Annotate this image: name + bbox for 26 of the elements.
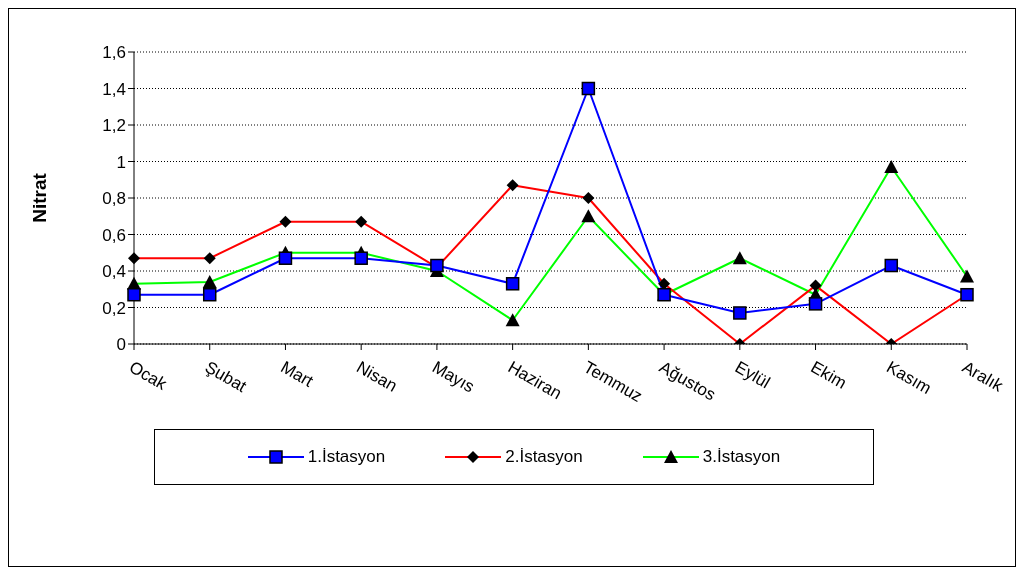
point: [808, 297, 823, 311]
x-tick-label: Mart: [277, 357, 317, 391]
y-tick-label: 0,6: [102, 225, 126, 245]
point: [278, 251, 293, 265]
y-tick-label: 1,2: [102, 116, 126, 136]
x-tick-label: Ocak: [126, 357, 171, 394]
y-tick-label: 1: [116, 152, 126, 172]
x-tick-label: Ekim: [807, 357, 850, 393]
legend-label: 1.İstasyon: [307, 447, 386, 467]
point: [733, 306, 747, 320]
point: [354, 251, 368, 265]
x-tick-label: Eylül: [731, 357, 774, 393]
y-tick-label: 0,4: [102, 262, 126, 282]
point: [127, 287, 141, 302]
y-tick-label: 1,6: [102, 43, 126, 63]
point: [884, 258, 899, 273]
point: [505, 277, 520, 291]
y-tick-label: 0,2: [102, 298, 126, 318]
point: [581, 81, 596, 96]
point: [202, 287, 217, 302]
y-axis-title: Nitrat: [28, 172, 50, 223]
y-tick-label: 0: [116, 335, 126, 355]
y-tick-label: 1,4: [102, 79, 126, 99]
legend-label: 3.İstasyon: [702, 447, 781, 467]
y-tick-label: 0,8: [102, 189, 126, 209]
legend-label: 2.İstasyon: [505, 447, 583, 467]
